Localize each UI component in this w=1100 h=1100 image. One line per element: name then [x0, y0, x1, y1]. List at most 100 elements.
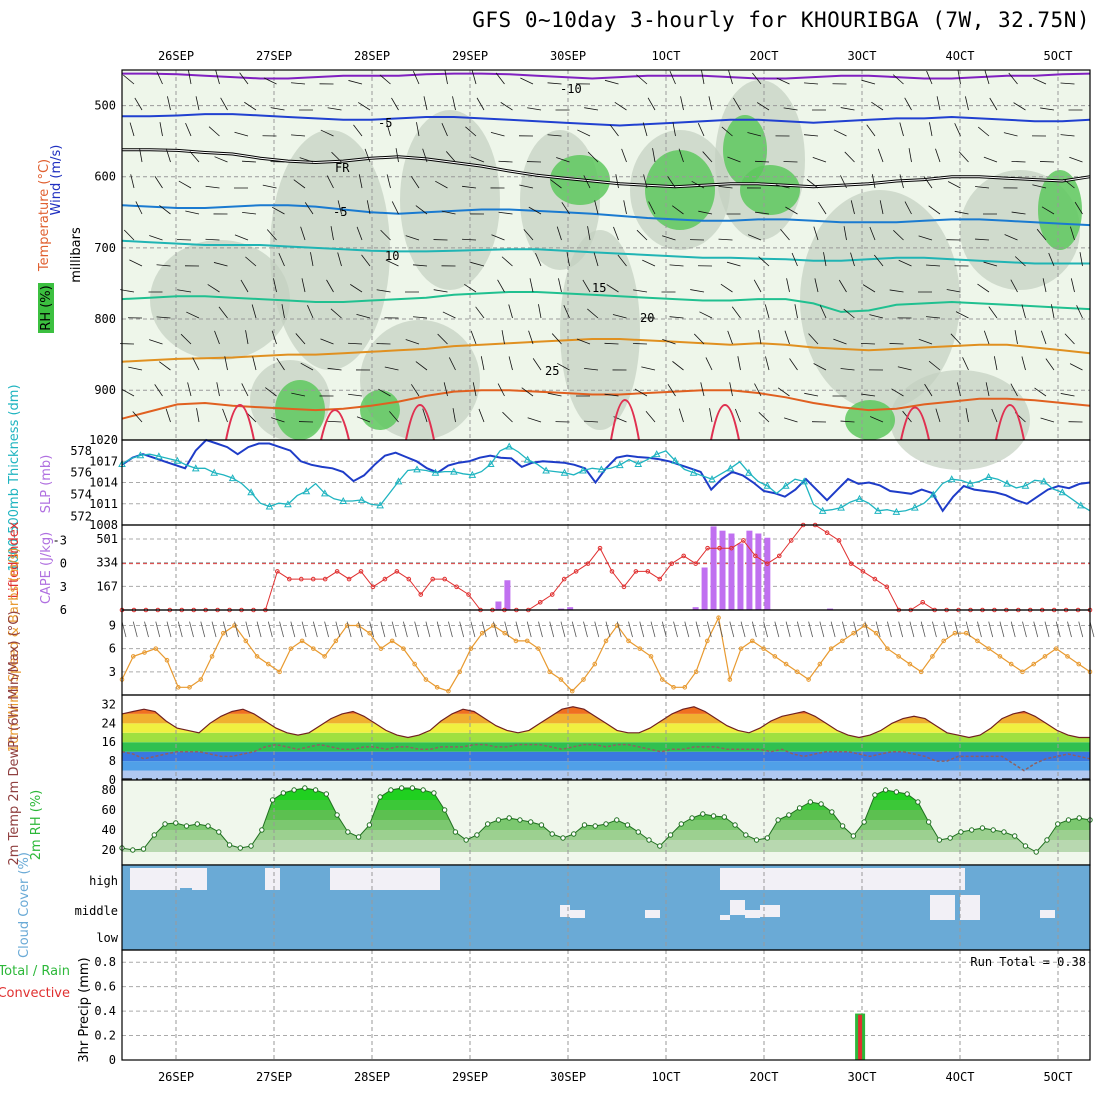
wind-barb [378, 388, 391, 397]
surface-wind-barb [988, 621, 994, 638]
lifted-index-marker [597, 545, 603, 551]
date-label-top: 29SEP [452, 49, 488, 63]
date-label-bottom: 2OCT [750, 1070, 779, 1084]
surface-wind-barb [1089, 621, 1095, 638]
rh-tick: 20 [102, 843, 116, 857]
wind-speed-marker [457, 669, 462, 675]
surface-wind-barb [448, 621, 453, 638]
wind-speed-marker [1065, 654, 1070, 659]
thickness-marker [837, 503, 845, 511]
wind-barb [780, 229, 790, 241]
wind-barb [441, 122, 448, 137]
lifted-index-marker [322, 576, 328, 582]
wind-barb [498, 160, 513, 163]
wind-speed-line [121, 615, 1091, 692]
contour-label: FR [335, 161, 350, 175]
surface-wind-barb [200, 621, 206, 638]
thickness-marker [634, 459, 643, 467]
wind-barb [165, 148, 171, 163]
wind-barb [251, 304, 257, 319]
thickness-marker [708, 475, 716, 483]
ylabel-lifted-index: Lifted Index [7, 521, 22, 598]
rh-marker [549, 831, 555, 837]
thickness-marker [542, 466, 550, 474]
surface-wind-barb [830, 621, 836, 638]
surface-wind-barb [256, 621, 262, 638]
wind-barb [678, 148, 684, 163]
wind-barb [128, 366, 143, 371]
rh-shade [270, 130, 390, 370]
rh-marker [807, 799, 814, 805]
rh-moist-shade [740, 165, 800, 215]
wind-barb [954, 210, 969, 215]
surface-wind-barb [932, 621, 937, 638]
date-label-bottom: 1OCT [652, 1070, 681, 1084]
surface-wind-barb [459, 621, 465, 638]
wind-barb [413, 316, 428, 319]
wind-barb [475, 306, 485, 319]
rh-marker [130, 847, 136, 853]
surface-wind-barb [1078, 621, 1084, 638]
wind-barb [818, 201, 827, 215]
wind-barb [205, 238, 220, 241]
wind-barb [633, 289, 648, 293]
wind-barb [350, 284, 363, 293]
wind-speed-marker [682, 684, 688, 690]
wind-speed-marker [716, 615, 721, 621]
wind-speed-marker [581, 677, 586, 682]
lifted-index-marker [454, 584, 459, 590]
wind-barb [1040, 107, 1055, 111]
wind-barb [861, 79, 876, 85]
wind-speed-marker [626, 638, 631, 644]
rh-marker [624, 822, 631, 828]
wind-barb [804, 82, 819, 85]
wind-barb [1070, 278, 1075, 293]
thickness-marker [874, 506, 882, 514]
warm-contour [610, 399, 640, 441]
warm-contour [995, 404, 1025, 441]
wind-barb [159, 122, 163, 137]
wind-barb [1014, 330, 1018, 345]
wind-barb [729, 382, 733, 397]
date-label-bottom: 28SEP [354, 1070, 390, 1084]
rh-marker [915, 799, 921, 805]
wind-barb [892, 74, 904, 85]
wind-barb [926, 316, 941, 319]
cloud-block [730, 900, 745, 915]
ylabel-wind10m: 10m Wind Speed & Barbs (m/s) [7, 548, 22, 753]
wind-barb [583, 175, 591, 189]
surface-wind-barb [729, 621, 735, 638]
wind-barb [222, 408, 228, 423]
temp-bands [122, 706, 1090, 780]
lifted-index-marker [573, 569, 579, 574]
precip-tick: 0.4 [94, 1004, 116, 1018]
wind-barb [871, 174, 876, 189]
wind-barb [452, 96, 456, 111]
wind-speed-marker [446, 688, 451, 694]
wind-barb [156, 264, 171, 267]
wind-barb [587, 226, 591, 241]
surface-wind-barb [1055, 621, 1061, 638]
wind-barb [1010, 383, 1018, 397]
wind-barb [273, 278, 277, 293]
cape-bar [764, 537, 771, 610]
wind-barb [844, 151, 855, 163]
wind-speed-marker [738, 646, 744, 651]
wind-barb [364, 148, 371, 163]
warm-contour [320, 409, 350, 441]
wind-barb [508, 304, 513, 319]
thickness-marker [265, 502, 274, 510]
rh-marker [431, 790, 437, 796]
wind-barb [271, 330, 277, 345]
surface-wind-barb [493, 621, 498, 638]
thickness-marker [910, 503, 919, 511]
rh-marker [355, 834, 362, 840]
lifted-index-marker [633, 569, 639, 574]
wind-speed-marker [198, 677, 204, 682]
cloud-grid [175, 865, 1059, 950]
surface-wind-barb [391, 621, 397, 638]
wind-barb [636, 74, 648, 85]
wind-barb [215, 70, 220, 85]
rh-moist-shade [645, 150, 715, 230]
wind-barb [975, 186, 990, 189]
